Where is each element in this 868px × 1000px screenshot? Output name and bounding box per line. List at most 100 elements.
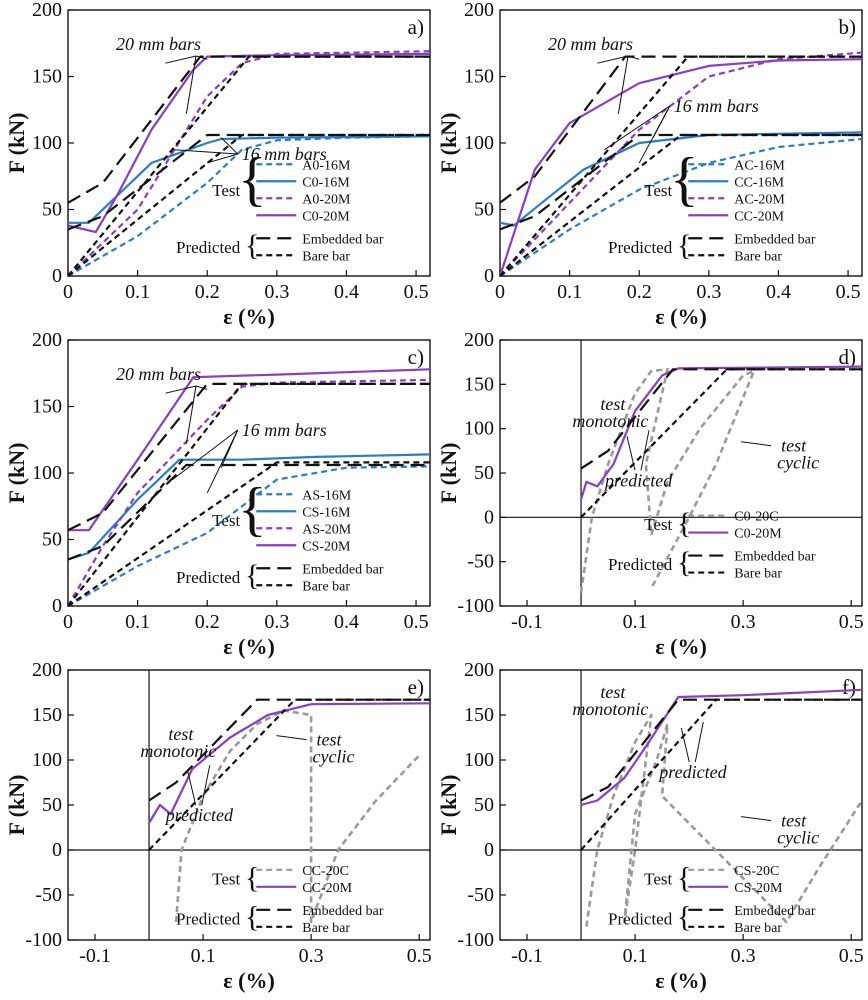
series-cs-16m <box>67 453 431 561</box>
y-tick-label: 100 <box>464 132 494 154</box>
panel-label: b) <box>839 15 857 39</box>
legend-entry: CC-20M <box>734 209 784 224</box>
series-embedded-bar <box>580 368 862 470</box>
annotation-leader <box>276 735 307 741</box>
annotation-leader <box>694 721 704 763</box>
y-tick-label: 0 <box>484 506 494 528</box>
y-tick-label: 200 <box>464 0 494 21</box>
y-tick-label: -50 <box>467 551 494 573</box>
annotation-test-cyclic: test <box>317 730 343 750</box>
annotation-test-monotonic: test <box>168 724 194 744</box>
legend-entry: AC-20M <box>734 192 785 207</box>
series-ac-16m <box>499 137 863 277</box>
annotation-leader <box>597 55 629 64</box>
y-axis-label: F (kN) <box>436 775 461 836</box>
y-tick-label: 150 <box>464 66 494 88</box>
series-ac-20m <box>499 51 863 277</box>
legend-entry: Embedded bar <box>302 562 384 577</box>
annotation-leader <box>185 55 197 114</box>
legend-entry: Bare bar <box>734 249 782 264</box>
annotation-leader <box>741 816 772 822</box>
panel-label: d) <box>839 345 857 369</box>
x-tick-label: 0.3 <box>731 611 756 633</box>
x-axis-label: ε (%) <box>655 304 707 329</box>
annotation-test-monotonic: monotonic <box>140 741 216 761</box>
legend-brace: { <box>677 861 691 894</box>
x-axis-label: ε (%) <box>655 968 707 993</box>
legend: CS-20C CS-20M Test {Embedded bar Bare bar Pre… <box>608 861 816 936</box>
annotation-leader <box>187 771 197 806</box>
x-tick-label: 0.5 <box>404 611 429 633</box>
legend-entry: C0-20M <box>302 209 350 224</box>
legend-entry: AS-20M <box>302 522 352 537</box>
y-tick-label: 150 <box>32 396 62 418</box>
x-tick-label: 0.5 <box>839 611 864 633</box>
legend-brace: { <box>238 146 267 212</box>
legend-entry: Bare bar <box>734 567 782 582</box>
annotation-predicted: predicted <box>603 470 673 490</box>
annotations: 20 mm bars 16 mm bars <box>116 34 327 164</box>
x-tick-label: 0.2 <box>627 281 652 303</box>
annotation-leader <box>185 385 197 444</box>
legend-entry: Embedded bar <box>734 232 816 247</box>
y-tick-label: 100 <box>32 132 62 154</box>
chart-panel-5: -100 -50 0 50 100 150 200 -0.1 0.1 0.3 0.5 ε (%) F (… <box>4 659 432 993</box>
series-cc-20m <box>498 58 863 277</box>
y-tick-label: 200 <box>32 659 62 681</box>
x-tick-label: 0.5 <box>404 281 429 303</box>
annotation-leader <box>201 765 211 806</box>
legend-brace: { <box>245 229 259 262</box>
annotation-leader <box>741 441 772 447</box>
annotation-test-monotonic: test <box>600 394 626 414</box>
legend-entry: Bare bar <box>734 921 782 936</box>
y-tick-label: -100 <box>457 929 494 951</box>
series-a0-20m <box>67 50 431 277</box>
legend-entry: C0-20C <box>734 510 778 525</box>
chart-panel-1: 0 50 100 150 200 0 0.1 0.2 0.3 0.4 0.5 ε (%) F (kN) a… <box>4 0 431 329</box>
series-embedded-bar-16 <box>499 133 862 231</box>
legend-entry: C0-16M <box>302 175 350 190</box>
x-tick-label: -0.1 <box>511 945 543 967</box>
x-tick-label: 0.5 <box>839 945 864 967</box>
x-tick-label: 0.3 <box>696 281 721 303</box>
series-bare-bar-16 <box>67 133 430 277</box>
legend-group-predicted: Predicted <box>176 238 241 257</box>
annotation-leader <box>220 137 239 155</box>
annotation-leader <box>195 55 208 60</box>
y-tick-label: 200 <box>32 329 62 351</box>
y-axis-label: F (kN) <box>4 113 29 174</box>
legend-group-predicted: Predicted <box>176 909 241 928</box>
series-embedded-bar <box>148 698 430 802</box>
y-axis-label: F (kN) <box>4 775 29 836</box>
legend-brace: { <box>677 507 691 540</box>
y-tick-label: 50 <box>474 199 494 221</box>
x-tick-label: 0 <box>495 281 505 303</box>
series-as-20m <box>67 378 431 607</box>
legend-entry: CS-20M <box>734 881 783 896</box>
series-bare-bar <box>148 698 430 851</box>
y-tick-label: 200 <box>464 659 494 681</box>
legend-entry: Embedded bar <box>302 904 384 919</box>
legend-entry: CC-20M <box>302 881 352 896</box>
annotations: 20 mm bars 16 mm bars <box>548 34 759 164</box>
annotations: 20 mm bars 16 mm bars <box>116 364 327 494</box>
y-tick-label: 0 <box>52 265 62 287</box>
chart-panel-3: 0 50 100 150 200 0 0.1 0.2 0.3 0.4 0.5 ε (%) F (kN) c… <box>4 329 431 659</box>
y-tick-label: 50 <box>42 199 62 221</box>
annotation-16mm: 16 mm bars <box>242 420 327 440</box>
x-tick-label: 0.1 <box>125 281 150 303</box>
x-axis-label: ε (%) <box>223 634 275 659</box>
legend-group-test: Test <box>644 515 672 534</box>
legend-entry: Bare bar <box>302 921 350 936</box>
y-axis-label: F (kN) <box>436 113 461 174</box>
legend-group-test: Test <box>644 181 672 200</box>
x-tick-label: 0.5 <box>407 945 432 967</box>
legend-entry: Bare bar <box>302 249 350 264</box>
series-bare-bar <box>67 382 430 607</box>
annotation-leader <box>165 385 197 394</box>
x-tick-label: 0.4 <box>766 281 791 303</box>
